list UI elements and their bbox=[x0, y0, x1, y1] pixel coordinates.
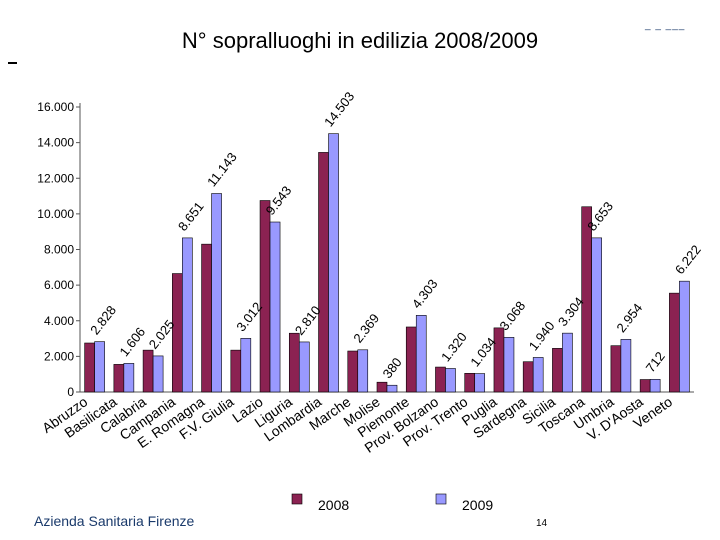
bar-2008 bbox=[610, 345, 622, 393]
bar-2008 bbox=[259, 200, 271, 393]
bar-2009 bbox=[415, 315, 427, 393]
bar-2009 bbox=[474, 373, 486, 393]
bar-2009 bbox=[620, 339, 632, 393]
bar-2009 bbox=[240, 338, 252, 393]
bar-2009 bbox=[357, 349, 369, 393]
bar-2008 bbox=[288, 332, 300, 393]
bar-2009 bbox=[298, 341, 310, 393]
bar-2009 bbox=[562, 332, 573, 393]
y-tick-label: 14.000 bbox=[37, 136, 74, 150]
bar-2008 bbox=[522, 361, 534, 393]
y-tick-label: 0 bbox=[67, 385, 74, 399]
bar-2009 bbox=[649, 379, 661, 393]
bar-2008 bbox=[172, 273, 183, 393]
bar-2008 bbox=[201, 243, 212, 393]
y-tick-label: 16.000 bbox=[37, 100, 74, 114]
page-number: 14 bbox=[536, 518, 548, 529]
data-label: 11.143 bbox=[204, 150, 240, 190]
bar-2008 bbox=[84, 342, 95, 393]
data-label: 2.954 bbox=[613, 300, 645, 335]
bar-2009 bbox=[591, 237, 602, 393]
bar-2009 bbox=[182, 237, 193, 393]
bar-2009 bbox=[269, 221, 281, 393]
bar-2008 bbox=[376, 381, 388, 393]
bar-2009 bbox=[328, 133, 339, 393]
corner-dash-right: _ _ ___ bbox=[645, 20, 686, 31]
bar-2008 bbox=[318, 152, 329, 393]
bar-2009 bbox=[94, 341, 105, 393]
bar-2009 bbox=[532, 357, 544, 393]
organization-name: Azienda Sanitaria Firenze bbox=[34, 513, 195, 529]
y-tick-label: 2.000 bbox=[44, 349, 74, 363]
legend-label-2009: 2009 bbox=[462, 497, 493, 513]
bar-2008 bbox=[639, 379, 651, 393]
y-tick-label: 10.000 bbox=[37, 207, 74, 221]
bar-2008 bbox=[405, 326, 417, 393]
bar-2008 bbox=[669, 292, 680, 393]
data-label: 2.828 bbox=[87, 303, 119, 338]
bar-2008 bbox=[552, 348, 563, 393]
data-label: 8.651 bbox=[175, 199, 207, 234]
data-label: 2.369 bbox=[350, 311, 382, 346]
bar-2009 bbox=[152, 355, 164, 393]
y-tick-label: 8.000 bbox=[44, 243, 74, 257]
bar-2009 bbox=[386, 384, 398, 393]
data-label: 6.222 bbox=[672, 242, 704, 277]
bar-2008 bbox=[493, 327, 505, 393]
bar-2009 bbox=[445, 368, 456, 393]
legend-swatch-2008 bbox=[291, 493, 303, 505]
corner-dash-left bbox=[8, 62, 17, 64]
bar-2009 bbox=[211, 193, 222, 393]
data-label: 380 bbox=[380, 355, 405, 381]
bar-2008 bbox=[347, 350, 359, 393]
y-tick-label: 12.000 bbox=[37, 171, 74, 185]
bar-2008 bbox=[230, 349, 242, 393]
y-tick-label: 6.000 bbox=[44, 278, 74, 292]
bar-2009 bbox=[123, 363, 135, 393]
chart-title: N° sopralluoghi in edilizia 2008/2009 bbox=[181, 28, 539, 53]
data-label: 1.320 bbox=[438, 329, 470, 364]
bar-2008 bbox=[464, 372, 476, 393]
data-label: 1.940 bbox=[526, 318, 558, 353]
bar-2009 bbox=[503, 337, 515, 393]
legend-swatch-2009 bbox=[435, 493, 447, 505]
y-tick-label: 4.000 bbox=[44, 314, 74, 328]
bar-2008 bbox=[435, 366, 446, 393]
data-label: 712 bbox=[643, 349, 668, 375]
bar-2008 bbox=[581, 206, 592, 393]
bar-2008 bbox=[142, 349, 154, 393]
data-label: 4.303 bbox=[409, 276, 441, 311]
bar-2009 bbox=[679, 280, 690, 393]
legend-label-2008: 2008 bbox=[318, 497, 349, 513]
data-label: 14.503 bbox=[321, 89, 357, 130]
data-label: 3.068 bbox=[496, 298, 528, 333]
bar-2008 bbox=[113, 364, 125, 393]
